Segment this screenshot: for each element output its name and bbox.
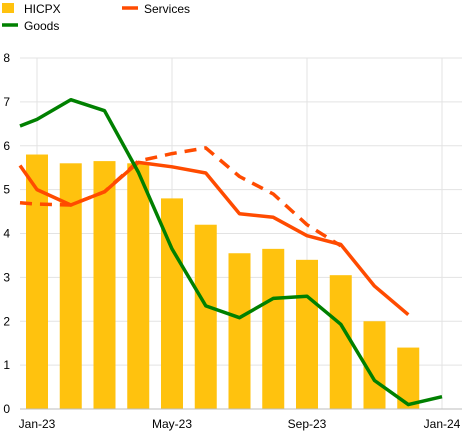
bar-Sep-23 [296,259,318,409]
legend-label-services: Services [144,2,190,16]
lines [18,97,443,407]
legend-item-services: Services [122,2,190,16]
bar-Nov-23 [363,321,386,409]
x-tick-label-Sep-23: Sep-23 [288,417,327,431]
y-tick-label-5: 5 [3,183,10,197]
y-tick-label-4: 4 [3,227,10,241]
bar-Mar-23 [93,161,116,409]
legend-label-goods: Goods [24,19,59,33]
bar-Jun-23 [194,224,217,409]
bar-Oct-23 [329,275,352,409]
bar-Feb-23 [59,163,82,409]
y-tick-label-1: 1 [3,358,10,372]
bar-Jul-23 [228,253,251,409]
bar-May-23 [161,198,183,409]
bars [26,154,420,409]
bar-Aug-23 [262,248,285,409]
legend-swatch-hicpx [2,3,14,13]
line-goods-2 [19,97,443,407]
y-tick-label-3: 3 [3,270,10,284]
y-tick-label-0: 0 [3,402,10,416]
legend-label-hicpx: HICPX [24,2,61,16]
bar-Apr-23 [127,163,150,409]
x-tick-label-May-23: May-23 [152,417,192,431]
y-tick-label-2: 2 [3,314,10,328]
line-services-dashed-1 [19,146,342,248]
legend-item-hicpx: HICPX [2,2,61,16]
axis: 0 1 2 3 4 5 6 7 8 Jan-23 May-23 Sep-23 Jan-24 [3,51,462,431]
legend-item-goods: Goods [2,19,59,33]
y-tick-label-6: 6 [3,139,10,153]
y-tick-label-7: 7 [3,95,10,109]
y-tick-label-8: 8 [3,51,10,65]
x-tick-label-Jan-23: Jan-23 [19,417,56,431]
legend: HICPX Services Goods [2,2,190,33]
bar-Jan-23 [26,154,48,409]
bar-Dec-23 [397,347,420,409]
x-tick-label-Jan-24: Jan-24 [424,417,461,431]
